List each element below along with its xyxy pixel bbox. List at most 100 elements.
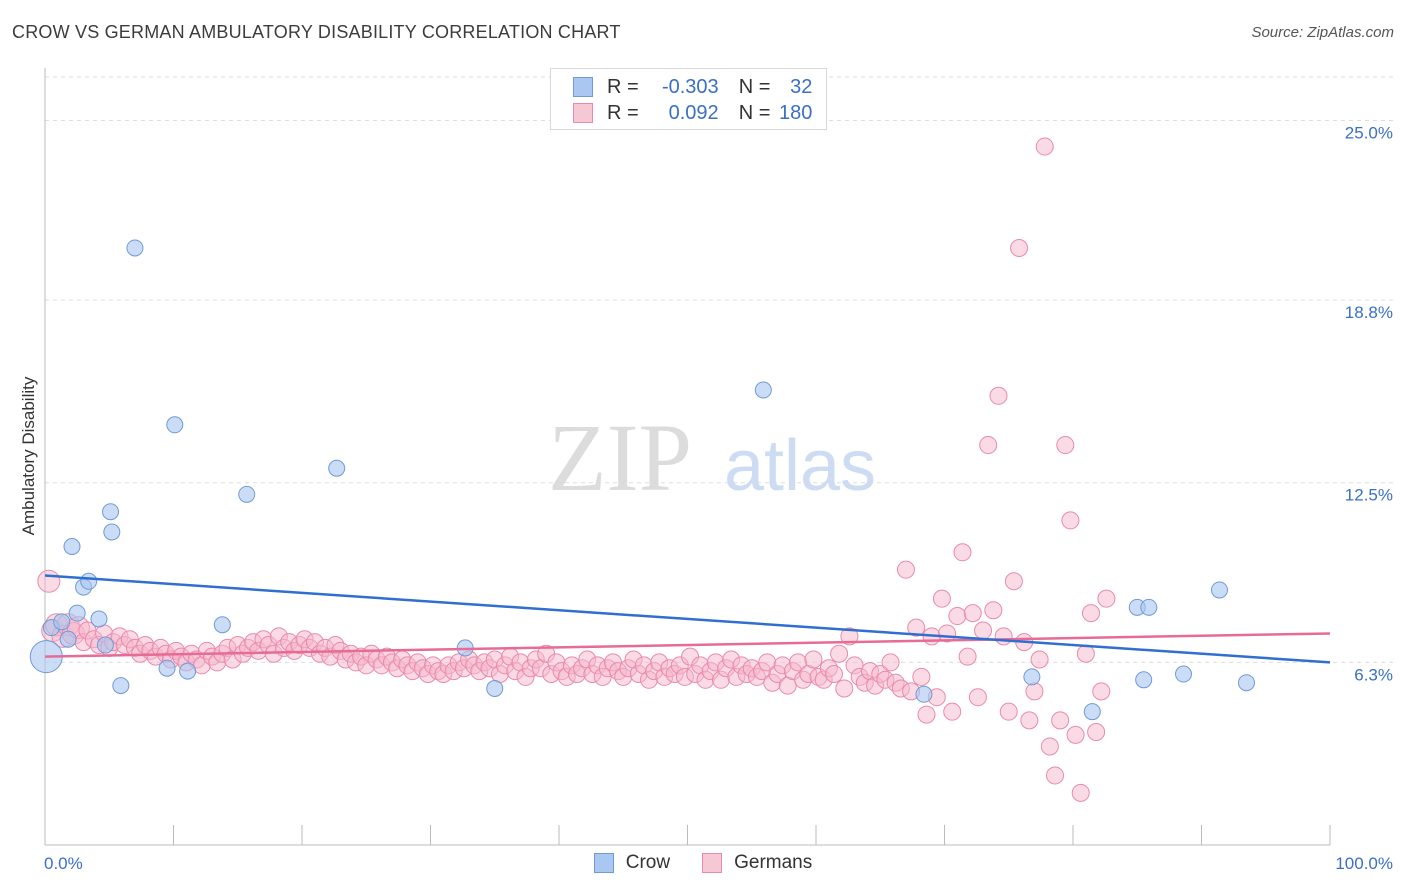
germans-point xyxy=(1010,238,1029,257)
y-tick-label: 18.8% xyxy=(1345,303,1393,322)
germans-point xyxy=(804,650,823,669)
germans-point xyxy=(948,607,967,626)
crow-point xyxy=(102,503,120,521)
germans-point xyxy=(835,679,854,698)
germans-point xyxy=(1061,511,1080,530)
legend-label-germans: Germans xyxy=(734,852,813,873)
legend-row-germans: R = 0.092 N = 180 xyxy=(573,101,812,125)
crow-point xyxy=(1023,668,1041,686)
crow-point xyxy=(126,239,144,257)
legend-label-crow: Crow xyxy=(625,852,671,873)
y-tick-label: 25.0% xyxy=(1345,123,1393,142)
germans-point xyxy=(979,436,998,455)
legend-r-value: 0.092 xyxy=(668,101,719,124)
y-tick-label: 6.3% xyxy=(1354,665,1393,684)
tick-labels: 6.3% 12.5% 18.8% 25.0% 0.0% 100.0% xyxy=(44,123,1393,873)
germans-point xyxy=(1020,711,1039,730)
watermark-atlas: atlas xyxy=(724,426,876,506)
germans-point xyxy=(994,627,1013,646)
legend-item-crow: Crow xyxy=(593,852,671,874)
germans-point xyxy=(1092,682,1111,701)
germans-point xyxy=(1081,604,1100,623)
legend-r-label: R = xyxy=(607,101,639,124)
germans-point xyxy=(968,688,987,707)
x-tick-label: 100.0% xyxy=(1335,854,1393,873)
germans-point xyxy=(963,604,982,623)
germans-point xyxy=(830,644,849,663)
crow-point xyxy=(328,459,346,477)
germans-point xyxy=(1051,711,1070,730)
germans-point xyxy=(1004,572,1023,591)
germans-point xyxy=(896,560,915,579)
germans-point xyxy=(999,702,1018,721)
germans-point xyxy=(37,569,61,593)
germans-point xyxy=(1025,682,1044,701)
gridlines xyxy=(45,76,1395,663)
y-tick-label: 12.5% xyxy=(1345,486,1393,505)
crow-point xyxy=(59,630,77,648)
crow-point xyxy=(68,604,86,622)
germans-point xyxy=(958,647,977,666)
germans-point xyxy=(953,543,972,562)
trend-lines xyxy=(44,574,1331,664)
germans-point xyxy=(1071,783,1090,802)
crow-point xyxy=(1083,703,1101,721)
crow-point xyxy=(112,677,130,695)
germans-point xyxy=(1056,436,1075,455)
series-legend: Crow Germans xyxy=(0,852,1406,874)
germans-point xyxy=(912,667,931,686)
germans-point xyxy=(1035,137,1054,156)
germans-point xyxy=(1046,766,1065,785)
germans-point xyxy=(907,618,926,637)
legend-row-crow: R = -0.303 N = 32 xyxy=(573,75,812,99)
germans-trend-line xyxy=(44,632,1331,658)
germans-point xyxy=(984,601,1003,620)
crow-point xyxy=(103,523,121,541)
crow-point xyxy=(915,685,933,703)
germans-point xyxy=(943,702,962,721)
y-axis-label: Ambulatory Disability xyxy=(19,376,38,535)
crow-point xyxy=(63,537,81,555)
germans-point xyxy=(1066,725,1085,744)
crow-point xyxy=(238,485,256,503)
crow-swatch xyxy=(593,853,614,873)
germans-swatch xyxy=(573,103,593,123)
correlation-legend: R = -0.303 N = 32 R = 0.092 N = 180 xyxy=(550,68,827,130)
germans-point xyxy=(1040,737,1059,756)
crow-point xyxy=(1237,674,1255,692)
crow-trend-line xyxy=(44,574,1331,664)
germans-point xyxy=(917,705,936,724)
crow-point xyxy=(754,381,772,399)
legend-n-value: 32 xyxy=(790,75,813,98)
crow-point xyxy=(1175,665,1193,683)
legend-r-value: -0.303 xyxy=(661,75,719,98)
germans-point xyxy=(1076,644,1095,663)
legend-n-label: N = xyxy=(738,75,771,98)
germans-point xyxy=(1097,589,1116,608)
crow-point xyxy=(1135,671,1153,689)
crow-series xyxy=(29,239,1255,721)
crow-point xyxy=(158,659,176,677)
germans-point xyxy=(840,627,859,646)
crow-point xyxy=(1140,598,1158,616)
crow-point xyxy=(166,416,184,434)
chart-title: CROW VS GERMAN AMBULATORY DISABILITY COR… xyxy=(12,22,621,42)
crow-point xyxy=(213,616,231,634)
legend-n-value: 180 xyxy=(779,101,813,124)
legend-item-germans: Germans xyxy=(702,852,812,874)
crow-point xyxy=(1210,581,1228,599)
crow-point xyxy=(96,636,114,654)
legend-r-label: R = xyxy=(607,75,639,98)
axes xyxy=(44,68,1331,846)
x-tick-label: 0.0% xyxy=(44,854,83,873)
germans-point xyxy=(989,386,1008,405)
germans-point xyxy=(932,589,951,608)
legend-n-label: N = xyxy=(738,101,771,124)
watermark: ZIP atlas xyxy=(548,404,876,511)
germans-swatch xyxy=(702,853,723,873)
crow-point xyxy=(90,610,108,628)
germans-point xyxy=(1030,650,1049,669)
germans-point xyxy=(1087,722,1106,741)
crow-point xyxy=(53,613,71,631)
